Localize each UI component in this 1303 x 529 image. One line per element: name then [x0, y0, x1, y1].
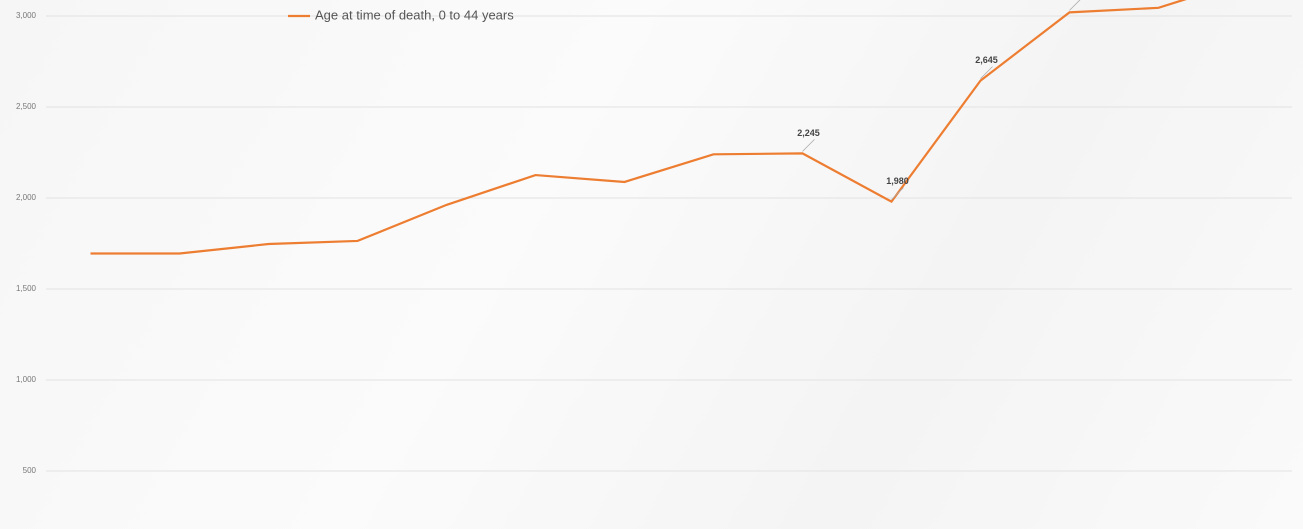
y-tick-label: 2,000 [16, 193, 37, 202]
label-leader [980, 66, 993, 79]
label-leader [1069, 0, 1081, 11]
legend-label: Age at time of death, 0 to 44 years [315, 7, 514, 22]
line-series [90, 0, 1187, 255]
data-label: 2,645 [975, 55, 998, 65]
label-leader [891, 187, 904, 200]
data-label: 1,980 [886, 176, 909, 186]
y-tick-label: 1,000 [16, 375, 37, 384]
y-tick-label: 1,500 [16, 284, 37, 293]
label-leader [802, 139, 815, 152]
y-tick-label: 3,000 [16, 11, 37, 20]
y-tick-label: 2,500 [16, 102, 37, 111]
y-tick-label: 500 [23, 466, 37, 475]
data-label: 2,245 [797, 128, 820, 138]
